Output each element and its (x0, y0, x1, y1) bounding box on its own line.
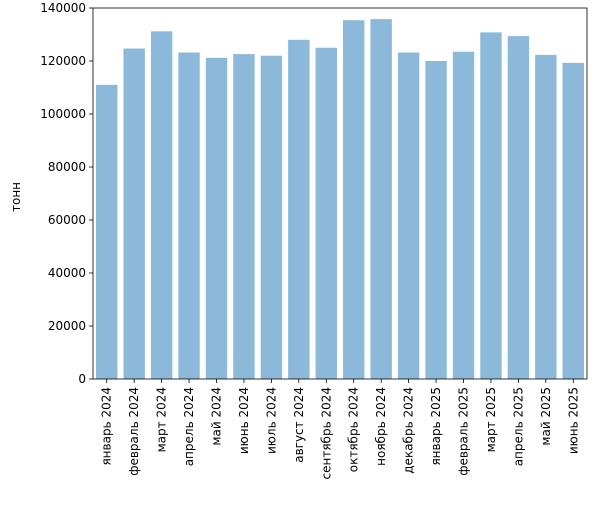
x-tick-label: март 2025 (484, 387, 498, 452)
y-tick-label: 20000 (48, 319, 86, 333)
x-tick-label: сентябрь 2024 (319, 387, 333, 479)
y-tick-label: 100000 (40, 107, 86, 121)
bar-16 (507, 36, 530, 380)
bar-5 (205, 57, 228, 379)
plot-frame (92, 7, 588, 380)
y-axis-label: тонн (9, 182, 23, 212)
bar-12 (397, 52, 420, 380)
y-axis-ticks: 0 20000 40000 60000 80000 100000 120000 140000 (40, 1, 93, 386)
y-tick-label: 60000 (48, 213, 86, 227)
bar-18 (562, 62, 584, 379)
bar-15 (480, 32, 502, 379)
bar-10 (343, 20, 365, 379)
x-axis-ticks: январь 2024 февраль 2024 март 2024 апрель 2… (100, 379, 580, 479)
bar-13 (425, 61, 447, 379)
x-tick-label: март 2024 (155, 387, 169, 452)
bar-9 (315, 47, 337, 379)
y-tick-label: 140000 (40, 1, 86, 15)
x-tick-label: январь 2024 (100, 387, 114, 466)
x-tick-label: ноябрь 2024 (374, 387, 388, 466)
bar-6 (233, 54, 255, 380)
y-tick-label: 120000 (40, 54, 86, 68)
x-tick-label: январь 2025 (429, 387, 443, 466)
bar-14 (452, 51, 475, 379)
bar-17 (535, 54, 557, 379)
x-tick-label: октябрь 2024 (347, 387, 361, 472)
x-tick-label: июнь 2024 (237, 387, 251, 454)
bar-4 (178, 52, 200, 380)
y-tick-label: 40000 (48, 266, 86, 280)
bar-8 (288, 39, 310, 380)
x-tick-label: август 2024 (292, 387, 306, 463)
bar-7 (260, 55, 283, 379)
bar-3 (150, 31, 173, 379)
x-tick-label: февраль 2024 (127, 387, 141, 476)
x-tick-label: февраль 2025 (457, 387, 471, 476)
x-tick-label: июнь 2025 (566, 387, 580, 454)
bar-11 (370, 19, 392, 379)
bar-2 (123, 48, 145, 380)
x-tick-label: май 2024 (210, 387, 224, 446)
y-tick-label: 80000 (48, 160, 86, 174)
bars-group (96, 19, 584, 380)
bar-1 (96, 84, 118, 379)
x-tick-label: май 2025 (539, 387, 553, 446)
x-tick-label: июль 2024 (264, 387, 278, 454)
x-tick-label: апрель 2024 (182, 387, 196, 466)
x-tick-label: декабрь 2024 (402, 387, 416, 474)
y-tick-label: 0 (78, 372, 86, 386)
x-tick-label: апрель 2025 (511, 387, 525, 466)
